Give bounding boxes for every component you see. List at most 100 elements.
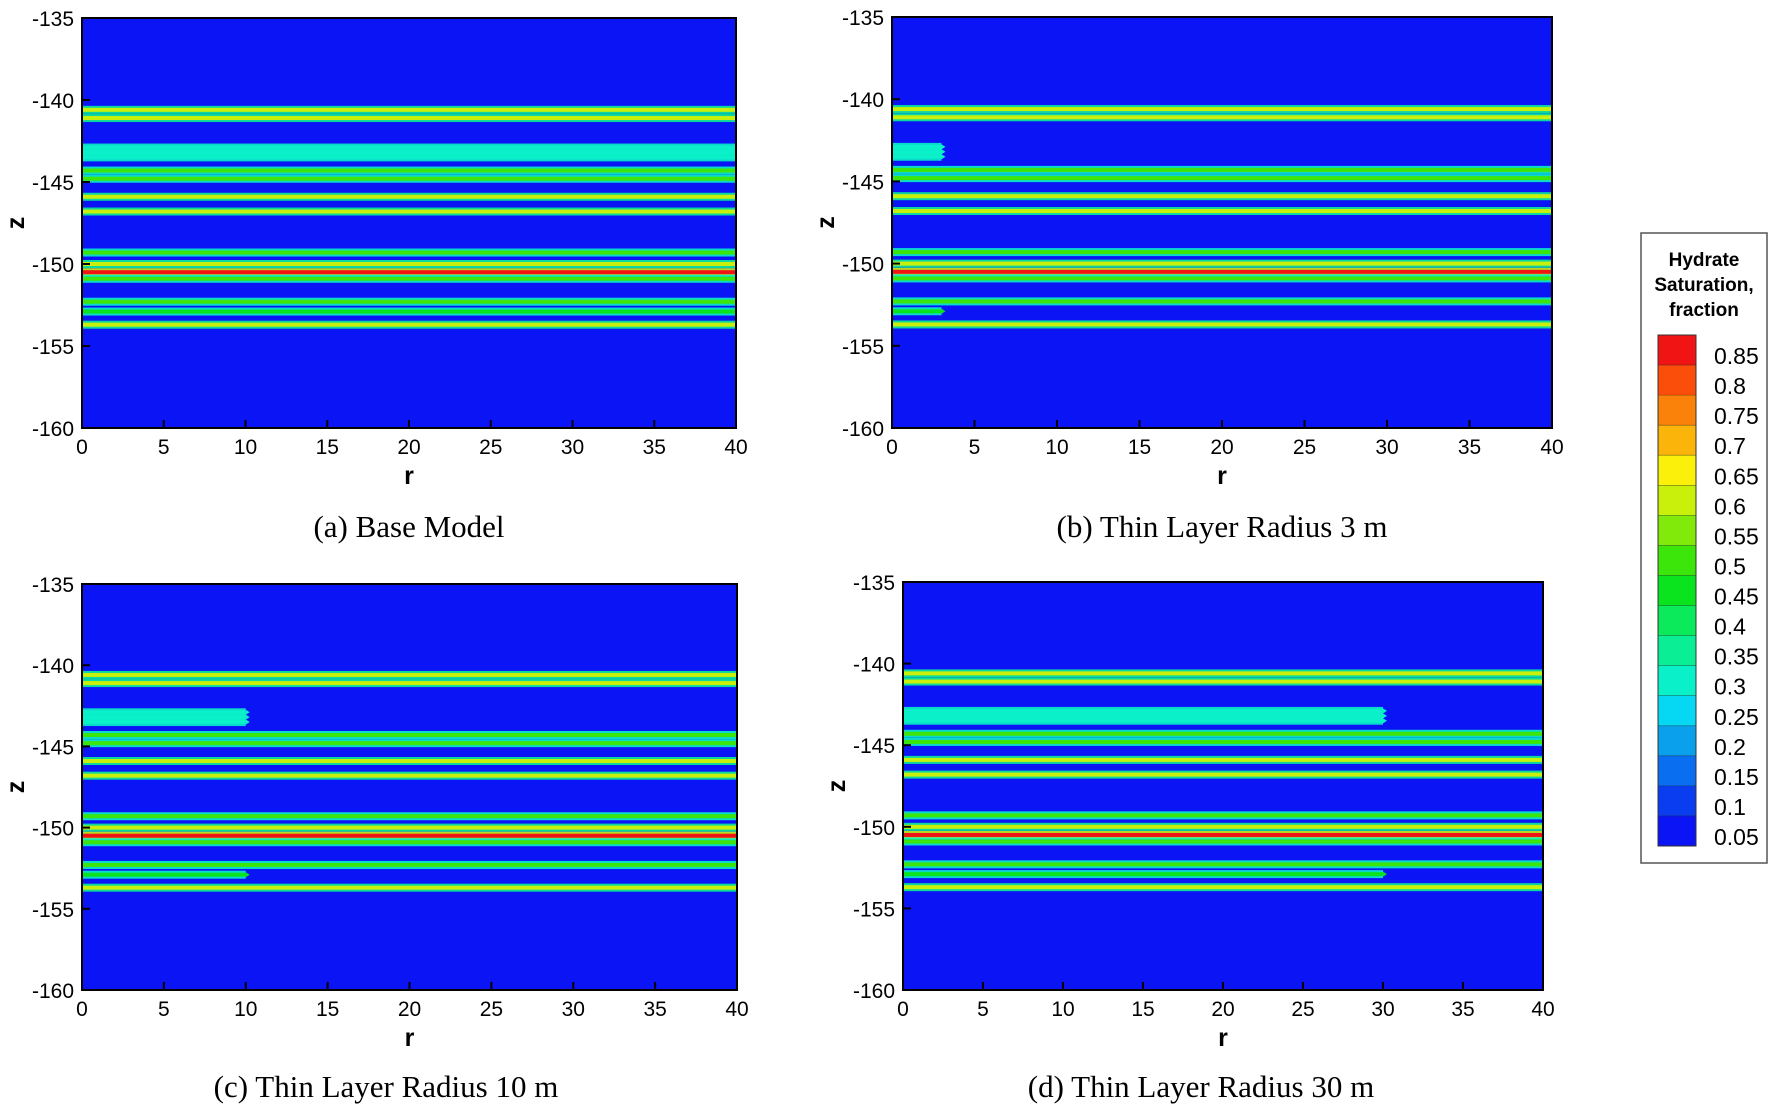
hydrate-layer bbox=[82, 307, 736, 316]
x-tick-label: 35 bbox=[1458, 436, 1481, 459]
x-tick-label: 30 bbox=[561, 436, 584, 459]
hydrate-layer bbox=[82, 114, 736, 123]
panel-caption: (d) Thin Layer Radius 30 m bbox=[1028, 1069, 1374, 1104]
hydrate-layer bbox=[82, 823, 737, 832]
legend-title-line: Hydrate bbox=[1669, 250, 1740, 271]
hydrate-layer bbox=[903, 822, 1543, 831]
hydrate-layer bbox=[903, 883, 1543, 892]
x-tick-label: 40 bbox=[1540, 436, 1563, 459]
x-tick-label: 5 bbox=[158, 436, 170, 459]
colorbar-swatch bbox=[1658, 725, 1696, 757]
y-tick-label: -155 bbox=[842, 336, 884, 359]
legend-level-label: 0.05 bbox=[1714, 824, 1759, 850]
x-tick-label: 20 bbox=[398, 998, 421, 1021]
hydrate-layer bbox=[82, 105, 736, 114]
hydrate-layer bbox=[892, 274, 1552, 283]
legend-level-label: 0.3 bbox=[1714, 674, 1746, 700]
hydrate-layer bbox=[82, 670, 737, 679]
hydrate-layer bbox=[82, 883, 737, 892]
x-axis-title: r bbox=[404, 462, 414, 490]
y-tick-label: -150 bbox=[32, 818, 74, 841]
y-tick-label: -155 bbox=[853, 898, 895, 921]
legend-level-label: 0.6 bbox=[1714, 493, 1746, 519]
x-tick-label: 5 bbox=[969, 436, 981, 459]
x-tick-label: 25 bbox=[479, 436, 502, 459]
legend-level-label: 0.35 bbox=[1714, 644, 1759, 670]
legend-level-label: 0.5 bbox=[1714, 553, 1746, 579]
y-tick-label: -145 bbox=[32, 172, 74, 195]
colorbar-swatch bbox=[1658, 425, 1696, 456]
x-tick-label: 40 bbox=[1531, 998, 1554, 1021]
hydrate-layer bbox=[903, 870, 1387, 879]
colorbar-swatch bbox=[1658, 395, 1696, 426]
legend-level-label: 0.25 bbox=[1714, 704, 1759, 730]
colorbar-swatch bbox=[1658, 455, 1696, 486]
hydrate-layer bbox=[82, 870, 250, 879]
x-tick-label: 10 bbox=[1045, 436, 1068, 459]
hydrate-layer bbox=[892, 165, 1552, 174]
hydrate-layer bbox=[892, 147, 946, 156]
x-tick-label: 35 bbox=[1451, 998, 1474, 1021]
hydrate-layer bbox=[903, 737, 1543, 746]
x-tick-label: 15 bbox=[316, 998, 339, 1021]
legend-level-label: 0.55 bbox=[1714, 523, 1759, 549]
colorbar-swatch bbox=[1658, 695, 1696, 727]
hydrate-layer bbox=[82, 297, 736, 306]
hydrate-layer bbox=[82, 320, 736, 329]
hydrate-layer bbox=[892, 297, 1552, 306]
plot-area bbox=[82, 584, 737, 990]
hydrate-layer bbox=[82, 838, 737, 847]
colorbar-swatch bbox=[1658, 485, 1696, 516]
hydrate-layer bbox=[82, 268, 736, 277]
x-tick-label: 10 bbox=[1051, 998, 1074, 1021]
legend-level-label: 0.7 bbox=[1714, 433, 1746, 459]
hydrate-layer bbox=[82, 166, 736, 175]
y-tick-label: -140 bbox=[853, 654, 895, 677]
hydrate-layer bbox=[892, 267, 1552, 276]
panel-c: 0 5 10 15 20 25 30 35 40 -135 -140 -145 -150 -155 -160… bbox=[2, 574, 749, 1104]
hydrate-layer bbox=[903, 860, 1543, 869]
hydrate-layer bbox=[82, 148, 736, 157]
hydrate-layer bbox=[903, 770, 1543, 779]
hydrate-layer bbox=[903, 711, 1387, 720]
hydrate-layer bbox=[82, 143, 736, 152]
hydrate-layer bbox=[892, 174, 1552, 183]
legend-title-line: Saturation, bbox=[1654, 275, 1753, 296]
x-tick-label: 0 bbox=[897, 998, 909, 1021]
hydrate-layer bbox=[892, 152, 946, 161]
x-tick-label: 10 bbox=[234, 998, 257, 1021]
hydrate-layer bbox=[903, 729, 1543, 738]
hydrate-layer bbox=[82, 718, 250, 727]
hydrate-layer bbox=[903, 811, 1543, 820]
x-axis-title: r bbox=[405, 1024, 415, 1052]
legend-level-label: 0.75 bbox=[1714, 403, 1759, 429]
x-tick-label: 30 bbox=[1375, 436, 1398, 459]
y-axis-title: z bbox=[2, 781, 30, 794]
x-tick-label: 25 bbox=[1291, 998, 1314, 1021]
x-tick-label: 20 bbox=[1211, 998, 1234, 1021]
hydrate-layer bbox=[82, 713, 250, 722]
x-tick-label: 25 bbox=[480, 998, 503, 1021]
hydrate-layer bbox=[82, 731, 737, 740]
hydrate-layer bbox=[892, 259, 1552, 268]
hydrate-layer bbox=[82, 708, 250, 717]
hydrate-layer bbox=[903, 677, 1543, 686]
hydrate-layer bbox=[82, 831, 737, 840]
colorbar-swatch bbox=[1658, 365, 1696, 396]
plot-area bbox=[82, 18, 736, 428]
y-tick-label: -145 bbox=[842, 171, 884, 194]
y-tick-label: -135 bbox=[842, 7, 884, 30]
colorbar-swatch bbox=[1658, 545, 1696, 576]
y-tick-label: -140 bbox=[842, 89, 884, 112]
legend-level-label: 0.8 bbox=[1714, 373, 1746, 399]
legend-level-label: 0.45 bbox=[1714, 584, 1759, 610]
legend-level-label: 0.2 bbox=[1714, 734, 1746, 760]
x-tick-label: 5 bbox=[158, 998, 170, 1021]
x-tick-label: 35 bbox=[643, 436, 666, 459]
hydrate-layer bbox=[892, 206, 1552, 215]
panel-d: 0 5 10 15 20 25 30 35 40 -135 -140 -145 -150 -155 -160… bbox=[823, 572, 1555, 1104]
x-tick-label: 20 bbox=[1210, 436, 1233, 459]
hydrate-layer bbox=[892, 105, 1552, 114]
x-tick-label: 0 bbox=[76, 998, 88, 1021]
